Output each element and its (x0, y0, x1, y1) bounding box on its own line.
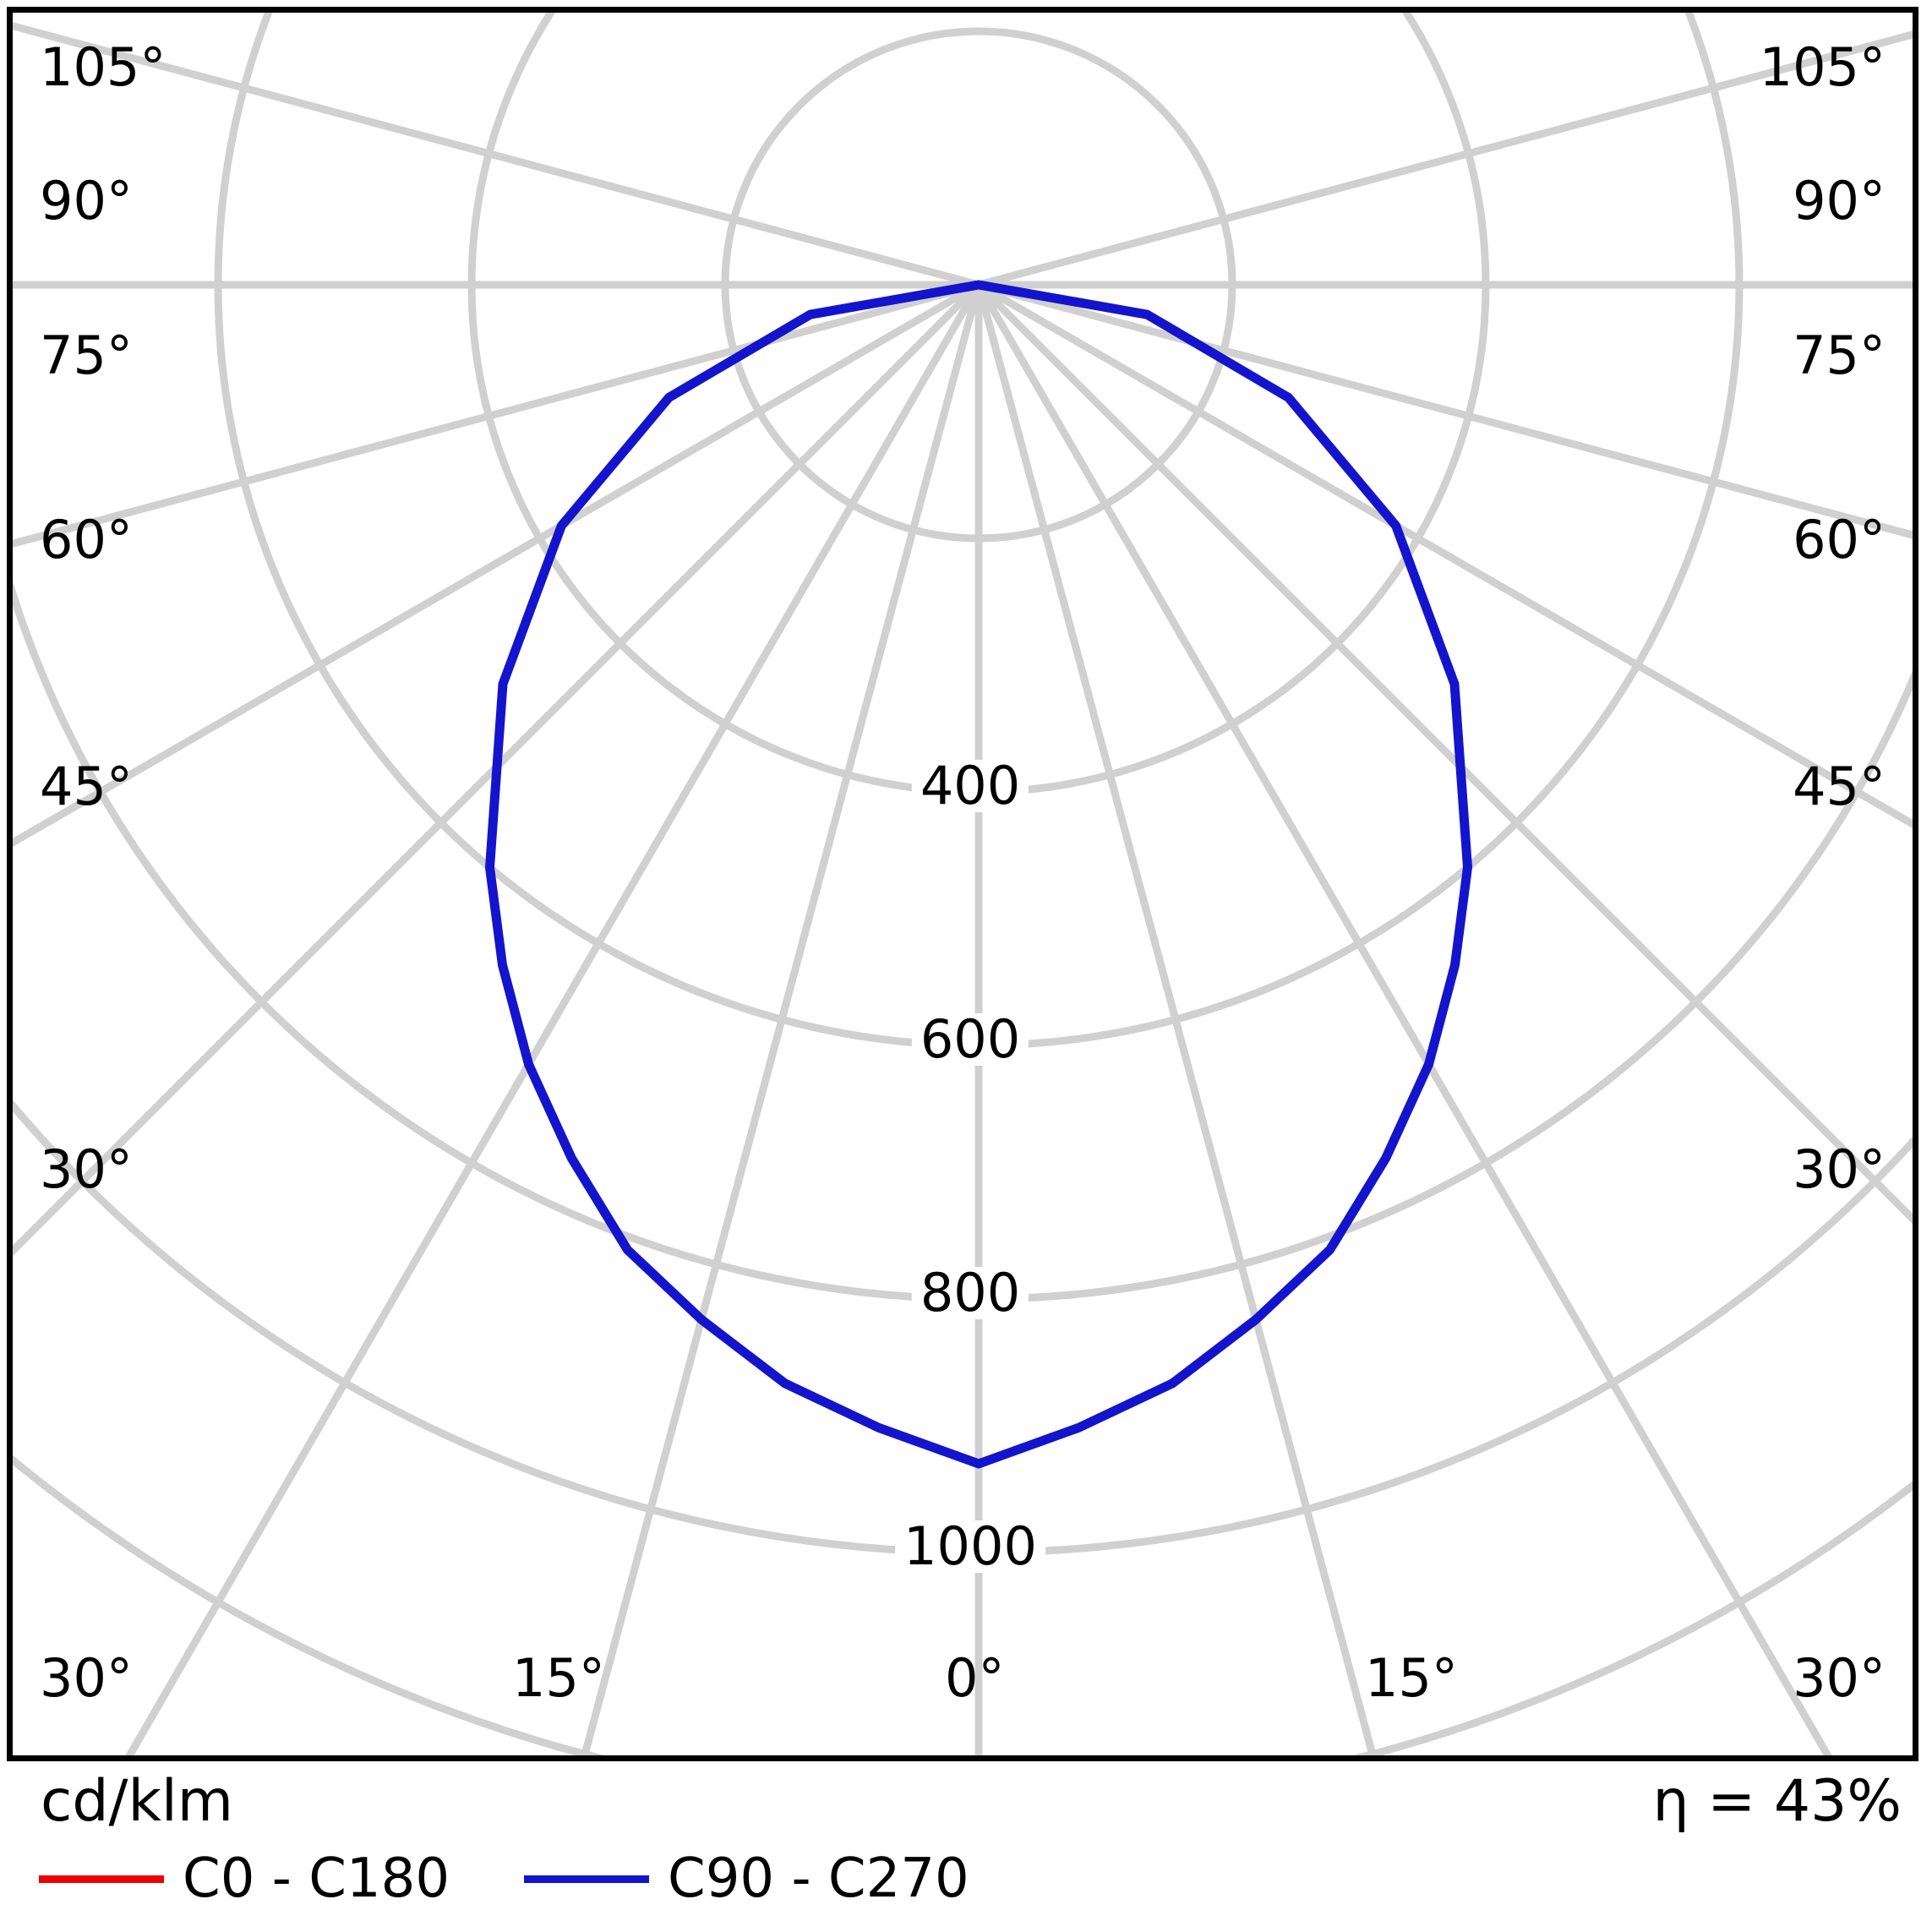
legend-label-c0-c180: C0 - C180 (183, 1847, 450, 1910)
legend-item-c0-c180[interactable]: C0 - C180 (39, 1849, 450, 1908)
angle-label-bottom-30-right: 30° (1793, 1647, 1886, 1709)
grid-spoke--45 (13, 281, 982, 1257)
grid-spoke-45 (975, 281, 1913, 1225)
grid-ring-outer-1400 (7, 7, 1918, 1761)
grid-ring-1200 (13, 1454, 1913, 1755)
radial-label-400: 400 (911, 760, 1029, 812)
radial-label-1000: 1000 (895, 1520, 1045, 1573)
angle-label-right-75: 75° (1793, 325, 1886, 386)
angle-label-right-60: 60° (1793, 509, 1886, 570)
legend-swatch-c90-c270 (524, 1875, 649, 1883)
legend-label-c90-c270: C90 - C270 (668, 1847, 969, 1910)
curve-series-1 (485, 280, 1472, 1469)
grid-spoke-15 (974, 283, 1377, 1755)
efficiency-label: η = 43% (1652, 1768, 1902, 1835)
legend-item-c90-c270[interactable]: C90 - C270 (524, 1849, 969, 1908)
angle-label-left-45: 45° (40, 756, 133, 817)
radial-label-800: 800 (911, 1267, 1029, 1319)
angle-label-bottom-30-left: 30° (40, 1647, 133, 1709)
grid-spoke-75 (977, 281, 1913, 539)
polar-grid (7, 7, 1918, 1761)
polar-curves (485, 280, 1472, 1469)
grid-ring-outer-1800 (7, 7, 1918, 1761)
grid-spoke--75 (13, 281, 980, 548)
polar-plot-frame: 105° 90° 75° 60° 45° 30° 105° 90° 75° 60° 45° 30° 30… (7, 7, 1918, 1761)
angle-label-left-75: 75° (40, 325, 133, 386)
grid-spoke--15 (581, 283, 983, 1755)
units-label: cd/klm (41, 1768, 233, 1835)
angle-label-bottom-15-right: 15° (1365, 1647, 1458, 1709)
angle-label-left-90: 90° (40, 170, 133, 232)
grid-ring-outer-1600 (7, 7, 1918, 1761)
angle-label-right-90: 90° (1793, 170, 1886, 232)
radial-label-600: 600 (911, 1013, 1029, 1066)
chart-legend: cd/klm η = 43% C0 - C180 C90 - C270 (0, 1761, 1932, 1932)
angle-label-left-105: 105° (40, 36, 166, 98)
angle-label-left-30: 30° (40, 1138, 133, 1200)
grid-spoke-105 (977, 30, 1913, 289)
grid-spoke--30 (125, 282, 982, 1755)
grid-spoke--60 (13, 281, 981, 848)
angle-label-left-60: 60° (40, 509, 133, 570)
polar-grid-and-curves (7, 7, 1918, 1761)
grid-ring-800 (13, 580, 1913, 1303)
angle-label-right-45: 45° (1793, 756, 1886, 817)
angle-label-right-105: 105° (1759, 36, 1886, 98)
angle-label-bottom-0: 0° (945, 1647, 1005, 1709)
angle-label-right-30: 30° (1793, 1138, 1886, 1200)
grid-spoke-30 (975, 282, 1832, 1755)
grid-spoke--105 (13, 22, 980, 289)
angle-label-bottom-15-left: 15° (512, 1647, 605, 1709)
legend-swatch-c0-c180 (39, 1875, 164, 1883)
grid-spoke-60 (976, 281, 1913, 829)
